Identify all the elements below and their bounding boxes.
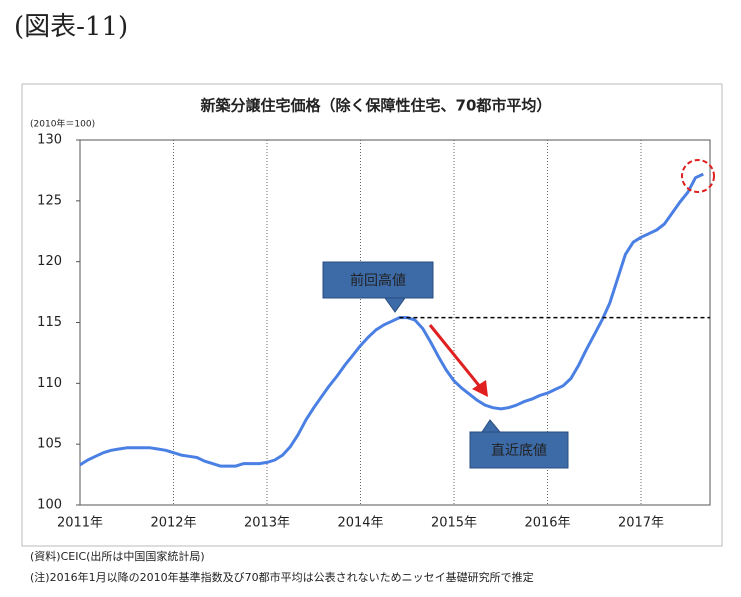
y-tick-label: 125	[37, 193, 62, 208]
y-tick-label: 130	[37, 133, 62, 148]
trend-arrow	[428, 324, 483, 389]
y-tick-label: 110	[37, 376, 62, 391]
callout-text: 前回高値	[350, 272, 406, 289]
x-tick-label: 2015年	[431, 516, 477, 531]
x-tick-label: 2017年	[618, 516, 664, 531]
note: (注)2016年1月以降の2010年基準指数及び70都市平均は公表されないためニ…	[30, 570, 534, 584]
figure-label: (図表-11)	[14, 12, 128, 42]
x-tick-label: 2013年	[244, 516, 290, 531]
callout-box	[322, 261, 434, 313]
y-tick-label: 120	[37, 254, 62, 269]
x-tick-label: 2016年	[524, 516, 570, 531]
callout-text: 直近底値	[491, 442, 547, 459]
y-tick-label: 105	[37, 437, 62, 452]
x-tick-label: 2011年	[57, 516, 103, 531]
x-tick-label: 2012年	[150, 516, 196, 531]
note: (資料)CEIC(出所は中国国家統計局)	[30, 549, 205, 563]
unit-label: (2010年＝100)	[30, 118, 95, 130]
x-tick-label: 2014年	[337, 516, 383, 531]
chart-title: 新築分譲住宅価格（除く保障性住宅、70都市平均）	[201, 97, 552, 115]
y-tick-label: 115	[37, 315, 62, 330]
y-tick-label: 100	[37, 498, 62, 513]
callout-box	[469, 419, 569, 469]
arrow-head	[472, 380, 488, 397]
highlight-circle	[681, 159, 715, 193]
chart-frame	[21, 83, 723, 547]
series-line	[79, 172, 704, 468]
plot-area	[79, 139, 711, 506]
